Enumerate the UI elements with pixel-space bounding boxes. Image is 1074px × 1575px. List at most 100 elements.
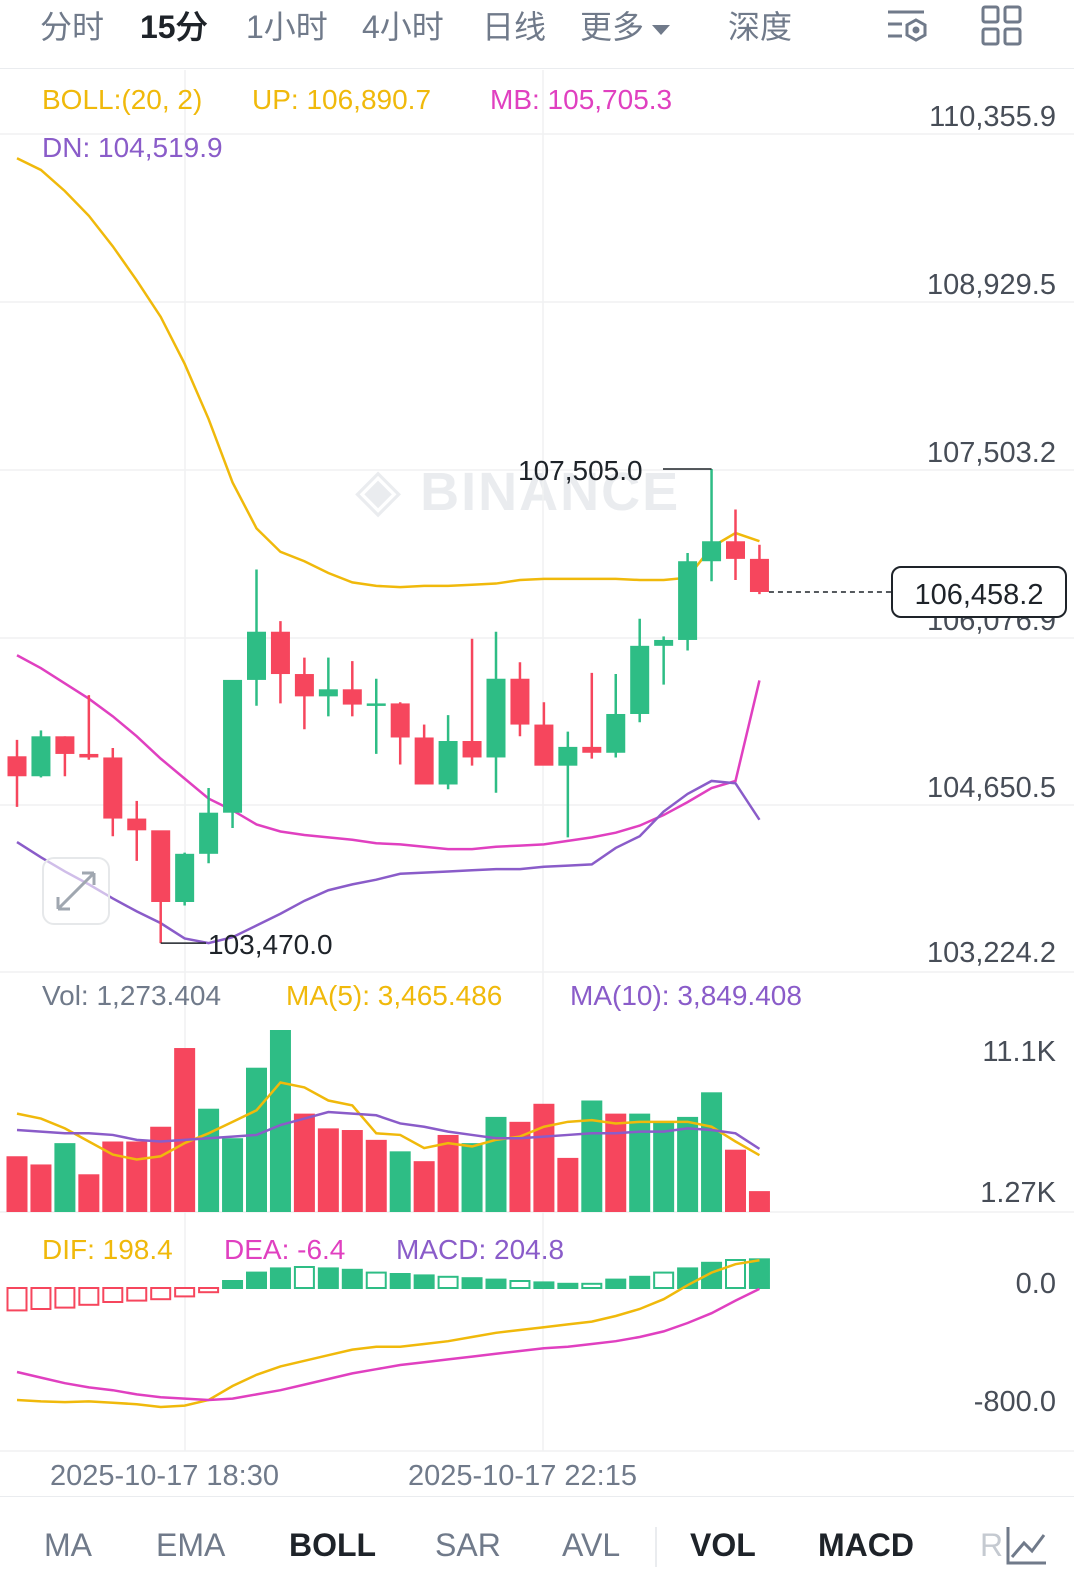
macd-histogram-bar: [30, 1287, 52, 1310]
indicator-tab-rsi[interactable]: R: [980, 1527, 1004, 1563]
volume-bar: [629, 1113, 651, 1212]
volume-bar: [222, 1138, 244, 1212]
chart-type-icon[interactable]: [1004, 1523, 1048, 1567]
volume-bar: [485, 1116, 507, 1212]
macd-histogram-bar: [293, 1266, 315, 1289]
volume-bar: [437, 1134, 459, 1212]
volume-bar: [748, 1191, 770, 1212]
bottom-divider: [0, 1496, 1074, 1497]
header-divider: [0, 68, 1074, 69]
tab-4h[interactable]: 4小时: [362, 9, 444, 45]
volume-bar: [365, 1139, 387, 1212]
indicator-tab-ema[interactable]: EMA: [156, 1527, 226, 1563]
volume-bar: [509, 1121, 531, 1212]
macd-histogram-bar: [748, 1258, 770, 1290]
candle-body: [390, 703, 410, 738]
volume-bar: [605, 1113, 627, 1212]
candle-body: [342, 689, 362, 705]
indicator-tab-sar[interactable]: SAR: [435, 1527, 501, 1563]
macd-histogram-bar: [341, 1268, 363, 1290]
tab-15m[interactable]: 15分: [140, 9, 208, 45]
high-price-annotation: 107,505.0: [518, 455, 643, 486]
watermark-text: BINANCE: [420, 462, 681, 522]
volume-bar: [102, 1141, 124, 1212]
price-axis-label: 110,355.9: [929, 101, 1056, 133]
macd-histogram-bar: [653, 1271, 675, 1289]
volume-bar: [269, 1030, 291, 1212]
macd-histogram-bar: [557, 1282, 579, 1290]
current-price-tag[interactable]: 106,458.2: [891, 566, 1067, 618]
macd-histogram-bar: [54, 1287, 76, 1309]
vol-axis-label: 1.27K: [980, 1177, 1056, 1209]
macd-histogram-bar: [102, 1287, 124, 1303]
tab-timeshare[interactable]: 分时: [40, 9, 105, 45]
volume-bar: [533, 1103, 555, 1212]
volume-bar: [246, 1067, 267, 1212]
candle-body: [199, 812, 219, 854]
macd-histogram-bar: [581, 1282, 603, 1290]
macd-value: MACD: 204.8: [396, 1234, 565, 1265]
macd-histogram-bar: [78, 1287, 100, 1306]
indicator-tab-ma[interactable]: MA: [44, 1527, 92, 1563]
macd-histogram-bar: [150, 1287, 172, 1301]
tab-more[interactable]: 更多: [580, 2, 671, 48]
vol-ma5-value: MA(5): 3,465.486: [286, 980, 503, 1011]
candle-body: [486, 678, 506, 758]
macd-histogram-bar: [389, 1273, 411, 1289]
candle-body: [294, 674, 314, 697]
volume-ma10-line: [16, 1110, 761, 1150]
indicator-tab-vol[interactable]: VOL: [690, 1527, 756, 1563]
volume-bar: [6, 1156, 28, 1212]
volume-bar: [389, 1151, 411, 1212]
tab-separator: [655, 1527, 657, 1567]
time-axis-label: 2025-10-17 18:30: [50, 1460, 279, 1492]
chevron-down-icon: [652, 24, 671, 35]
macd-dif-line: [16, 1258, 760, 1409]
tab-1d[interactable]: 日线: [482, 9, 547, 45]
indicator-tab-macd[interactable]: MACD: [818, 1527, 914, 1563]
indicator-tab-avl[interactable]: AVL: [562, 1527, 621, 1563]
candle-body: [534, 724, 554, 766]
macd-histogram-bar: [701, 1261, 723, 1290]
macd-histogram-bar: [485, 1278, 507, 1289]
boll-up-value: UP: 106,890.7: [252, 84, 432, 115]
low-price-annotation: 103,470.0: [208, 929, 333, 960]
candle-body: [606, 713, 626, 753]
macd-histogram-bar: [198, 1287, 220, 1294]
volume-bar: [341, 1130, 363, 1212]
macd-axis-label: 0.0: [1015, 1268, 1056, 1300]
tab-1h[interactable]: 1小时: [246, 9, 328, 45]
macd-histogram-bar: [365, 1271, 387, 1289]
indicator-tab-boll[interactable]: BOLL: [289, 1527, 377, 1563]
candle-body: [366, 703, 386, 706]
volume-bar: [701, 1092, 723, 1212]
candle-body: [438, 741, 458, 785]
macd-dea-value: DEA: -6.4: [224, 1234, 346, 1265]
chart-settings-icon[interactable]: [886, 4, 930, 48]
candle-body: [79, 753, 99, 758]
candle-body: [55, 736, 75, 754]
candle-body: [270, 631, 290, 675]
macd-histogram-bar: [222, 1280, 244, 1289]
grid-layout-icon[interactable]: [980, 4, 1024, 48]
macd-histogram-bar: [269, 1267, 291, 1290]
volume-bar: [413, 1161, 435, 1212]
candle-body: [678, 561, 698, 640]
kline-chart[interactable]: [0, 0, 1074, 1500]
candle-body: [318, 689, 338, 697]
candle-body: [127, 818, 147, 831]
expand-button[interactable]: [42, 857, 110, 925]
macd-histogram-bar: [413, 1274, 435, 1290]
volume-bar: [317, 1128, 339, 1212]
price-axis-label: 107,503.2: [926, 437, 1056, 469]
candle-body: [654, 639, 674, 646]
boll-label: BOLL:(20, 2): [42, 84, 203, 115]
tab-depth[interactable]: 深度: [728, 9, 793, 45]
candle-body: [414, 737, 434, 785]
vol-ma10-value: MA(10): 3,849.408: [570, 980, 802, 1011]
boll-upper-line: [16, 157, 760, 589]
volume-bar: [78, 1174, 100, 1212]
macd-histogram-bar: [605, 1278, 627, 1289]
price-axis-label: 103,224.2: [926, 937, 1056, 969]
candle-body: [247, 631, 266, 680]
